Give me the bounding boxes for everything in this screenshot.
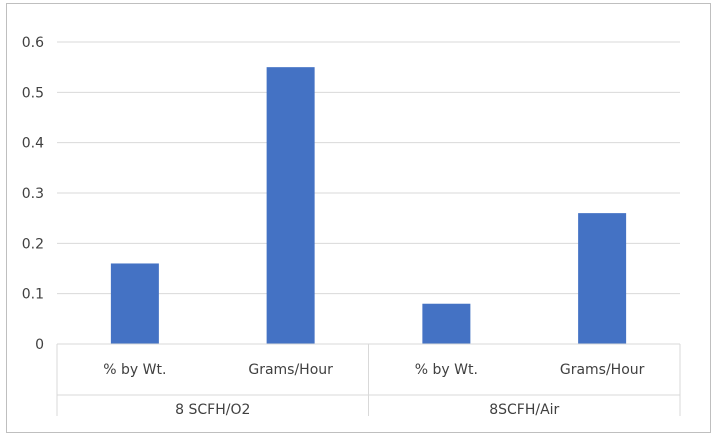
y-tick-label: 0.3 [22,186,44,202]
category-label: % by Wt. [103,362,166,378]
category-label: % by Wt. [415,362,478,378]
y-tick-label: 0 [35,337,44,353]
y-axis-ticks: 0 0.1 0.2 0.3 0.4 0.5 0.6 [22,35,44,353]
y-tick-label: 0.4 [22,136,44,152]
group-label: 8SCFH/Air [489,402,559,418]
bars [110,67,627,345]
gridlines [57,41,680,295]
category-label: Grams/Hour [248,362,333,378]
category-label: Grams/Hour [560,362,645,378]
bar [266,67,315,345]
y-tick-label: 0.6 [22,35,44,51]
category-axis: % by Wt. Grams/Hour % by Wt. Grams/Hour 8 SC… [56,343,681,418]
y-tick-label: 0.1 [22,287,44,303]
y-tick-label: 0.5 [22,85,44,101]
y-tick-label: 0.2 [22,236,44,252]
group-label: 8 SCFH/O2 [175,402,250,418]
bar [110,263,159,344]
bar [422,303,471,344]
bar [578,213,627,344]
